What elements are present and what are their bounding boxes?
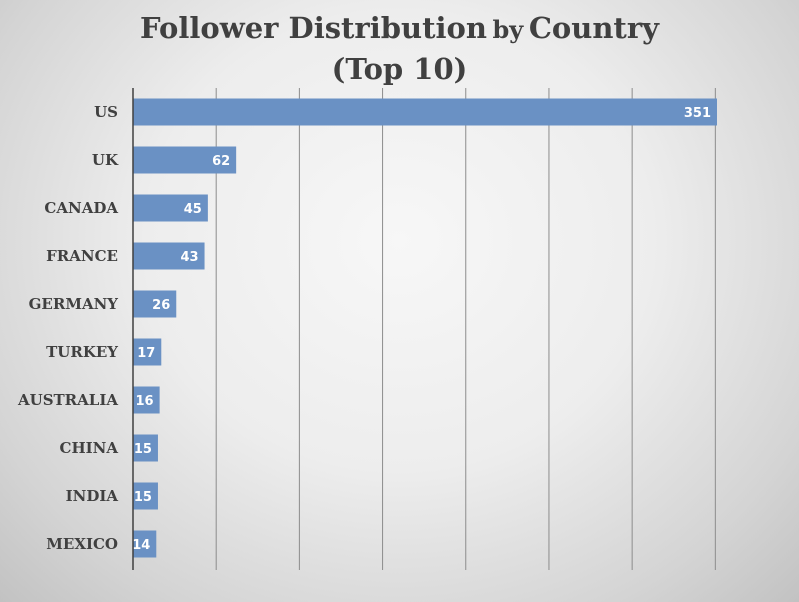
title-end: Country — [528, 11, 659, 45]
bar-china — [133, 434, 158, 462]
data-label: 26 — [152, 298, 170, 313]
category-label: FRANCE — [46, 247, 118, 265]
bar-uk — [133, 146, 237, 174]
category-label: CANADA — [44, 199, 118, 217]
data-label: 16 — [136, 394, 154, 409]
data-label: 45 — [184, 202, 202, 217]
data-label: 17 — [137, 346, 155, 361]
bar-germany — [133, 290, 177, 318]
title-line-2: (Top 10) — [331, 52, 468, 86]
data-label: 43 — [180, 250, 198, 265]
bar-india — [133, 482, 158, 510]
data-label: 15 — [134, 442, 152, 457]
bar-us — [133, 98, 717, 126]
category-label: AUSTRALIA — [17, 391, 118, 409]
category-label: INDIA — [66, 487, 119, 505]
title-by: by — [492, 15, 524, 44]
bar-turkey — [133, 338, 162, 366]
category-label: TURKEY — [46, 343, 118, 361]
bar-canada — [133, 194, 208, 222]
category-label: GERMANY — [29, 295, 119, 313]
data-label: 351 — [684, 106, 711, 121]
bar-france — [133, 242, 205, 270]
data-label: 14 — [132, 538, 150, 553]
category-label: MEXICO — [46, 535, 118, 553]
category-label: UK — [92, 151, 119, 169]
data-label: 62 — [212, 154, 230, 169]
bar-mexico — [133, 530, 157, 558]
title-line-1: Follower Distribution by Country — [0, 10, 799, 51]
bar-australia — [133, 386, 160, 414]
data-label: 15 — [134, 490, 152, 505]
category-label: US — [94, 103, 118, 121]
chart-title: Follower Distribution by Country (Top 10… — [0, 10, 799, 87]
title-main: Follower Distribution — [140, 11, 487, 45]
category-label: CHINA — [60, 439, 119, 457]
